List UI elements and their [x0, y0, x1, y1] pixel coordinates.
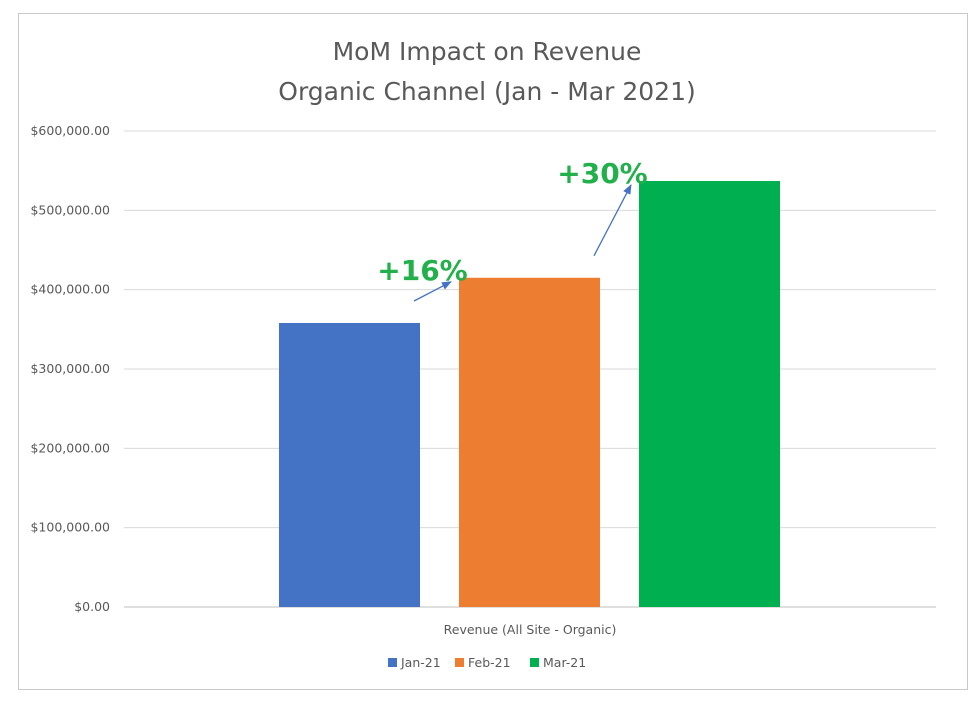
y-tick-label: $100,000.00: [30, 520, 110, 535]
legend: Jan-21 Feb-21 Mar-21: [388, 655, 586, 670]
chart-title-line-1: MoM Impact on Revenue: [333, 37, 642, 66]
bars: [279, 180, 780, 608]
bar-jan-21: [279, 322, 420, 607]
annotation-arrow: [413, 281, 452, 302]
legend-swatch-feb-21: [455, 658, 464, 667]
y-tick-label: $300,000.00: [30, 361, 110, 376]
y-tick-label: $400,000.00: [30, 282, 110, 297]
bar-feb-21: [459, 277, 600, 607]
legend-swatch-mar-21: [530, 658, 539, 667]
legend-label: Mar-21: [543, 655, 586, 670]
legend-label: Jan-21: [400, 655, 441, 670]
y-axis-ticks: $0.00 $100,000.00 $200,000.00 $300,000.00 $4…: [30, 123, 110, 614]
legend-label: Feb-21: [468, 655, 511, 670]
annotation-label: +16%: [377, 254, 467, 287]
annotation-arrows: [413, 184, 632, 302]
chart-title-line-2: Organic Channel (Jan - Mar 2021): [278, 77, 695, 106]
y-tick-label: $600,000.00: [30, 123, 110, 138]
annotations: +16% +30%: [377, 157, 647, 287]
y-tick-label: $500,000.00: [30, 202, 110, 217]
y-tick-label: $200,000.00: [30, 440, 110, 455]
annotation-label: +30%: [557, 157, 647, 190]
bar-mar-21: [639, 180, 780, 608]
y-tick-label: $0.00: [74, 599, 110, 614]
x-category-label: Revenue (All Site - Organic): [444, 622, 617, 637]
legend-swatch-jan-21: [388, 658, 397, 667]
annotation-arrow: [593, 184, 632, 257]
